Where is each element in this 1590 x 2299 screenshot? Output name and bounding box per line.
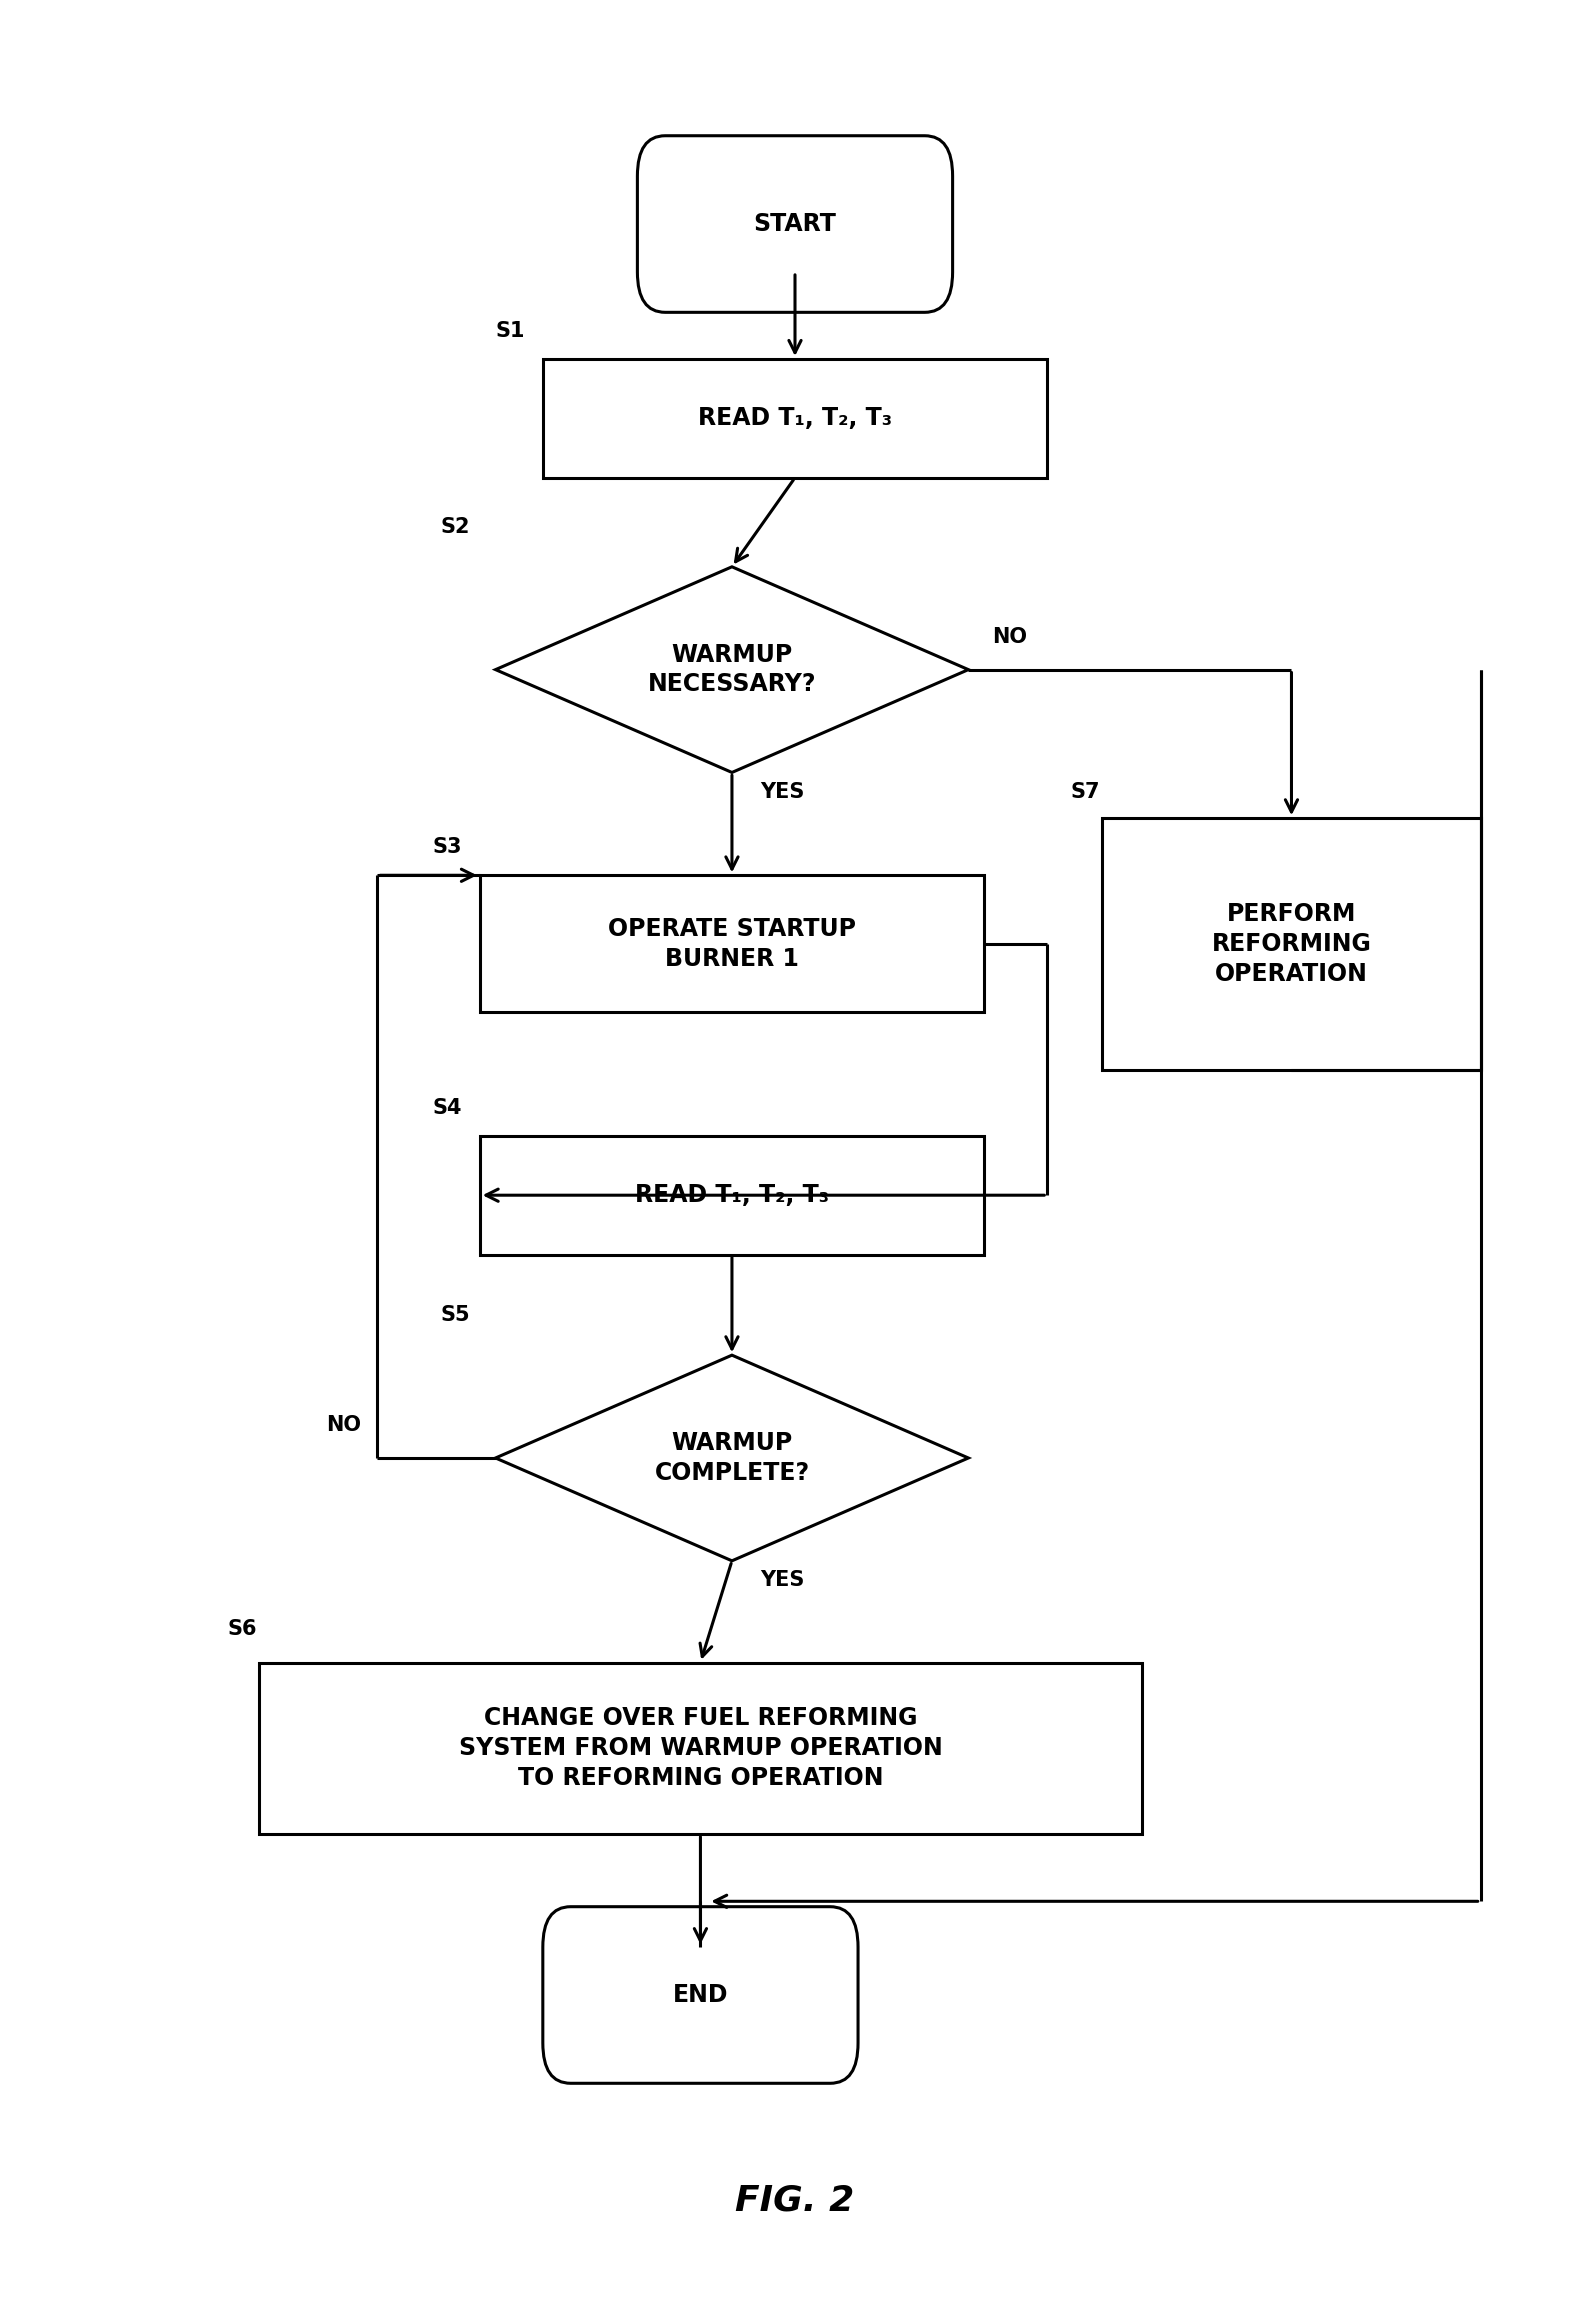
Bar	[1102, 818, 1480, 1069]
FancyBboxPatch shape	[638, 136, 952, 313]
Text: PERFORM
REFORMING
OPERATION: PERFORM REFORMING OPERATION	[1212, 901, 1372, 986]
Text: FIG. 2: FIG. 2	[735, 2184, 855, 2219]
Bar	[259, 1662, 1142, 1835]
Text: YES: YES	[760, 1570, 805, 1591]
Polygon shape	[496, 568, 968, 772]
Text: READ T₁, T₂, T₃: READ T₁, T₂, T₃	[698, 407, 892, 430]
Text: S1: S1	[496, 320, 525, 340]
Text: NO: NO	[326, 1416, 361, 1435]
Text: S2: S2	[440, 517, 471, 538]
Text: S7: S7	[1070, 782, 1100, 802]
Bar	[542, 359, 1048, 478]
Text: START: START	[754, 212, 836, 237]
Text: WARMUP
COMPLETE?: WARMUP COMPLETE?	[655, 1432, 809, 1485]
Text: END: END	[673, 1984, 728, 2007]
FancyBboxPatch shape	[542, 1906, 859, 2083]
Text: S6: S6	[227, 1618, 258, 1639]
Text: NO: NO	[992, 628, 1027, 646]
Polygon shape	[496, 1354, 968, 1561]
Text: S4: S4	[432, 1097, 463, 1117]
Text: WARMUP
NECESSARY?: WARMUP NECESSARY?	[647, 644, 816, 697]
Bar	[480, 1136, 984, 1255]
Text: S5: S5	[440, 1306, 471, 1327]
Text: YES: YES	[760, 782, 805, 802]
Text: OPERATE STARTUP
BURNER 1: OPERATE STARTUP BURNER 1	[607, 917, 855, 970]
Text: S3: S3	[432, 837, 463, 858]
Text: CHANGE OVER FUEL REFORMING
SYSTEM FROM WARMUP OPERATION
TO REFORMING OPERATION: CHANGE OVER FUEL REFORMING SYSTEM FROM W…	[458, 1706, 943, 1791]
Bar	[480, 876, 984, 1012]
Text: READ T₁, T₂, T₃: READ T₁, T₂, T₃	[634, 1184, 828, 1207]
